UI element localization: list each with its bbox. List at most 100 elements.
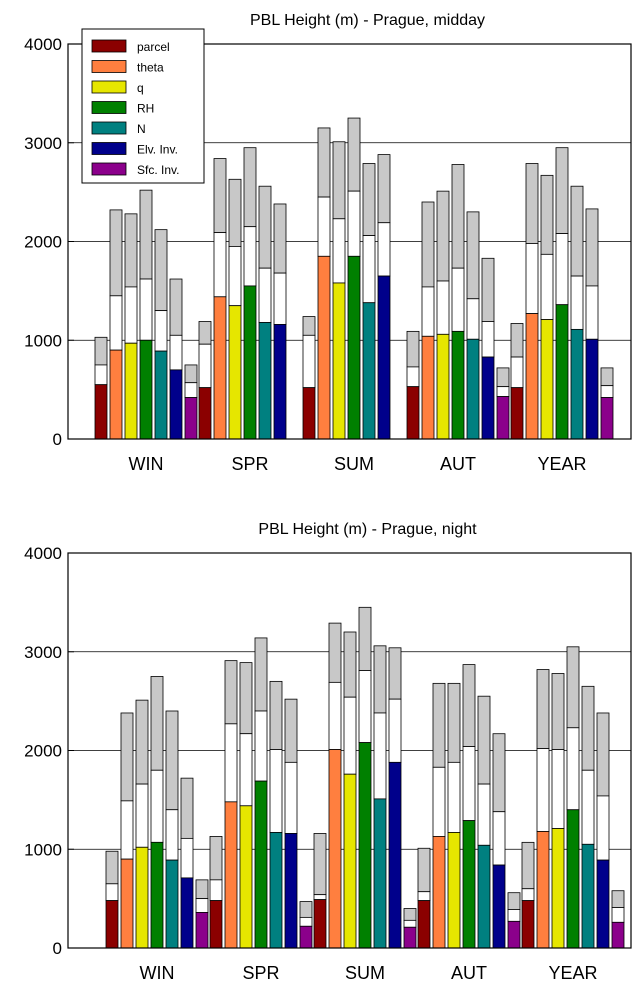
bar-range-max xyxy=(536,669,550,749)
bar-range-max xyxy=(228,178,242,247)
bar-range-upper xyxy=(436,280,450,335)
bar-range-max xyxy=(213,158,227,234)
bar-median xyxy=(555,304,569,440)
legend-swatch xyxy=(91,101,127,114)
bar-range-upper xyxy=(462,746,476,822)
bar-range-upper xyxy=(209,879,223,901)
bar-range-max xyxy=(254,637,268,712)
bar-range-upper xyxy=(273,272,287,325)
bar-range-max xyxy=(611,890,625,908)
bar-range-upper xyxy=(243,226,257,287)
bar-median xyxy=(184,397,198,440)
y-tick-label: 3000 xyxy=(24,643,62,662)
bar-median xyxy=(496,396,510,440)
bar-range-max xyxy=(406,330,420,368)
bar-median xyxy=(521,900,535,949)
bar-median xyxy=(596,859,610,949)
category-label: SUM xyxy=(334,454,374,474)
bar-median xyxy=(284,833,298,949)
bar-median xyxy=(477,844,491,949)
bar-median xyxy=(243,285,257,440)
bar-median xyxy=(332,282,346,440)
bar-range-max xyxy=(169,278,183,336)
y-tick-label: 2000 xyxy=(24,233,62,252)
legend-swatch xyxy=(91,142,127,155)
bar-range-max xyxy=(600,367,614,387)
bar-median xyxy=(462,820,476,949)
bar-range-max xyxy=(302,316,316,336)
bar-range-upper xyxy=(585,285,599,340)
y-tick-label: 0 xyxy=(53,430,62,449)
bar-range-max xyxy=(195,879,209,900)
bar-range-upper xyxy=(362,235,376,304)
bar-range-upper xyxy=(139,278,153,341)
bar-range-upper xyxy=(417,891,431,902)
bar-median xyxy=(510,387,524,440)
y-tick-label: 4000 xyxy=(24,35,62,54)
bar-range-max xyxy=(239,662,253,735)
bar-range-max xyxy=(570,185,584,277)
bar-median xyxy=(388,761,402,949)
bar-median xyxy=(154,350,168,440)
bar-range-upper xyxy=(358,670,372,744)
bar-range-max xyxy=(403,908,417,921)
bar-range-upper xyxy=(466,298,480,340)
legend-swatch xyxy=(91,39,127,53)
bar-range-upper xyxy=(328,681,342,750)
bar-range-upper xyxy=(105,883,119,902)
bar-range-upper xyxy=(570,275,584,330)
bar-median xyxy=(358,742,372,949)
bar-range-upper xyxy=(521,888,535,902)
bar-median xyxy=(417,900,431,949)
bar-median xyxy=(451,330,465,440)
category-label: AUT xyxy=(440,454,476,474)
bar-median xyxy=(224,801,238,949)
bar-median xyxy=(313,899,327,949)
bar-range-upper xyxy=(135,783,149,848)
bar-range-upper xyxy=(581,769,595,845)
bar-range-upper xyxy=(198,343,212,389)
bar-median xyxy=(180,877,194,949)
bar-range-max xyxy=(551,673,565,750)
bar-range-upper xyxy=(555,233,569,306)
bar-range-max xyxy=(150,676,164,771)
bar-range-max xyxy=(180,777,194,839)
bar-range-max xyxy=(313,833,327,896)
y-tick-label: 0 xyxy=(53,939,62,958)
bar-range-max xyxy=(299,901,313,918)
chart-title: PBL Height (m) - Prague, night xyxy=(258,521,477,538)
bar-range-max xyxy=(124,213,138,288)
bar-median xyxy=(165,859,179,949)
bar-range-upper xyxy=(332,218,346,284)
bar-median xyxy=(195,912,209,949)
bar-range-max xyxy=(510,323,524,358)
bar-median xyxy=(239,805,253,949)
bar-median xyxy=(347,255,361,440)
category-label: SPR xyxy=(231,454,268,474)
bar-range-upper xyxy=(377,222,391,277)
bar-range-max xyxy=(332,141,346,220)
bar-range-max xyxy=(466,211,480,300)
bar-median xyxy=(94,384,108,440)
bar-range-upper xyxy=(169,334,183,371)
bar-range-upper xyxy=(269,749,283,833)
bar-range-max xyxy=(436,190,450,282)
bar-range-max xyxy=(447,682,461,763)
bar-median xyxy=(228,305,242,440)
bar-range-max xyxy=(165,710,179,811)
bar-range-max xyxy=(477,695,491,785)
legend-label: Sfc. Inv. xyxy=(137,163,179,177)
bar-range-upper xyxy=(94,364,108,386)
bar-range-max xyxy=(596,712,610,797)
bar-median xyxy=(343,773,357,949)
category-label: WIN xyxy=(129,454,164,474)
bar-range-upper xyxy=(403,919,417,928)
bar-range-upper xyxy=(611,907,625,923)
bar-range-max xyxy=(417,847,431,893)
bar-range-upper xyxy=(507,909,521,922)
bar-range-upper xyxy=(317,196,331,257)
bar-range-max xyxy=(492,733,506,813)
bar-range-upper xyxy=(284,761,298,834)
bar-median xyxy=(209,900,223,949)
